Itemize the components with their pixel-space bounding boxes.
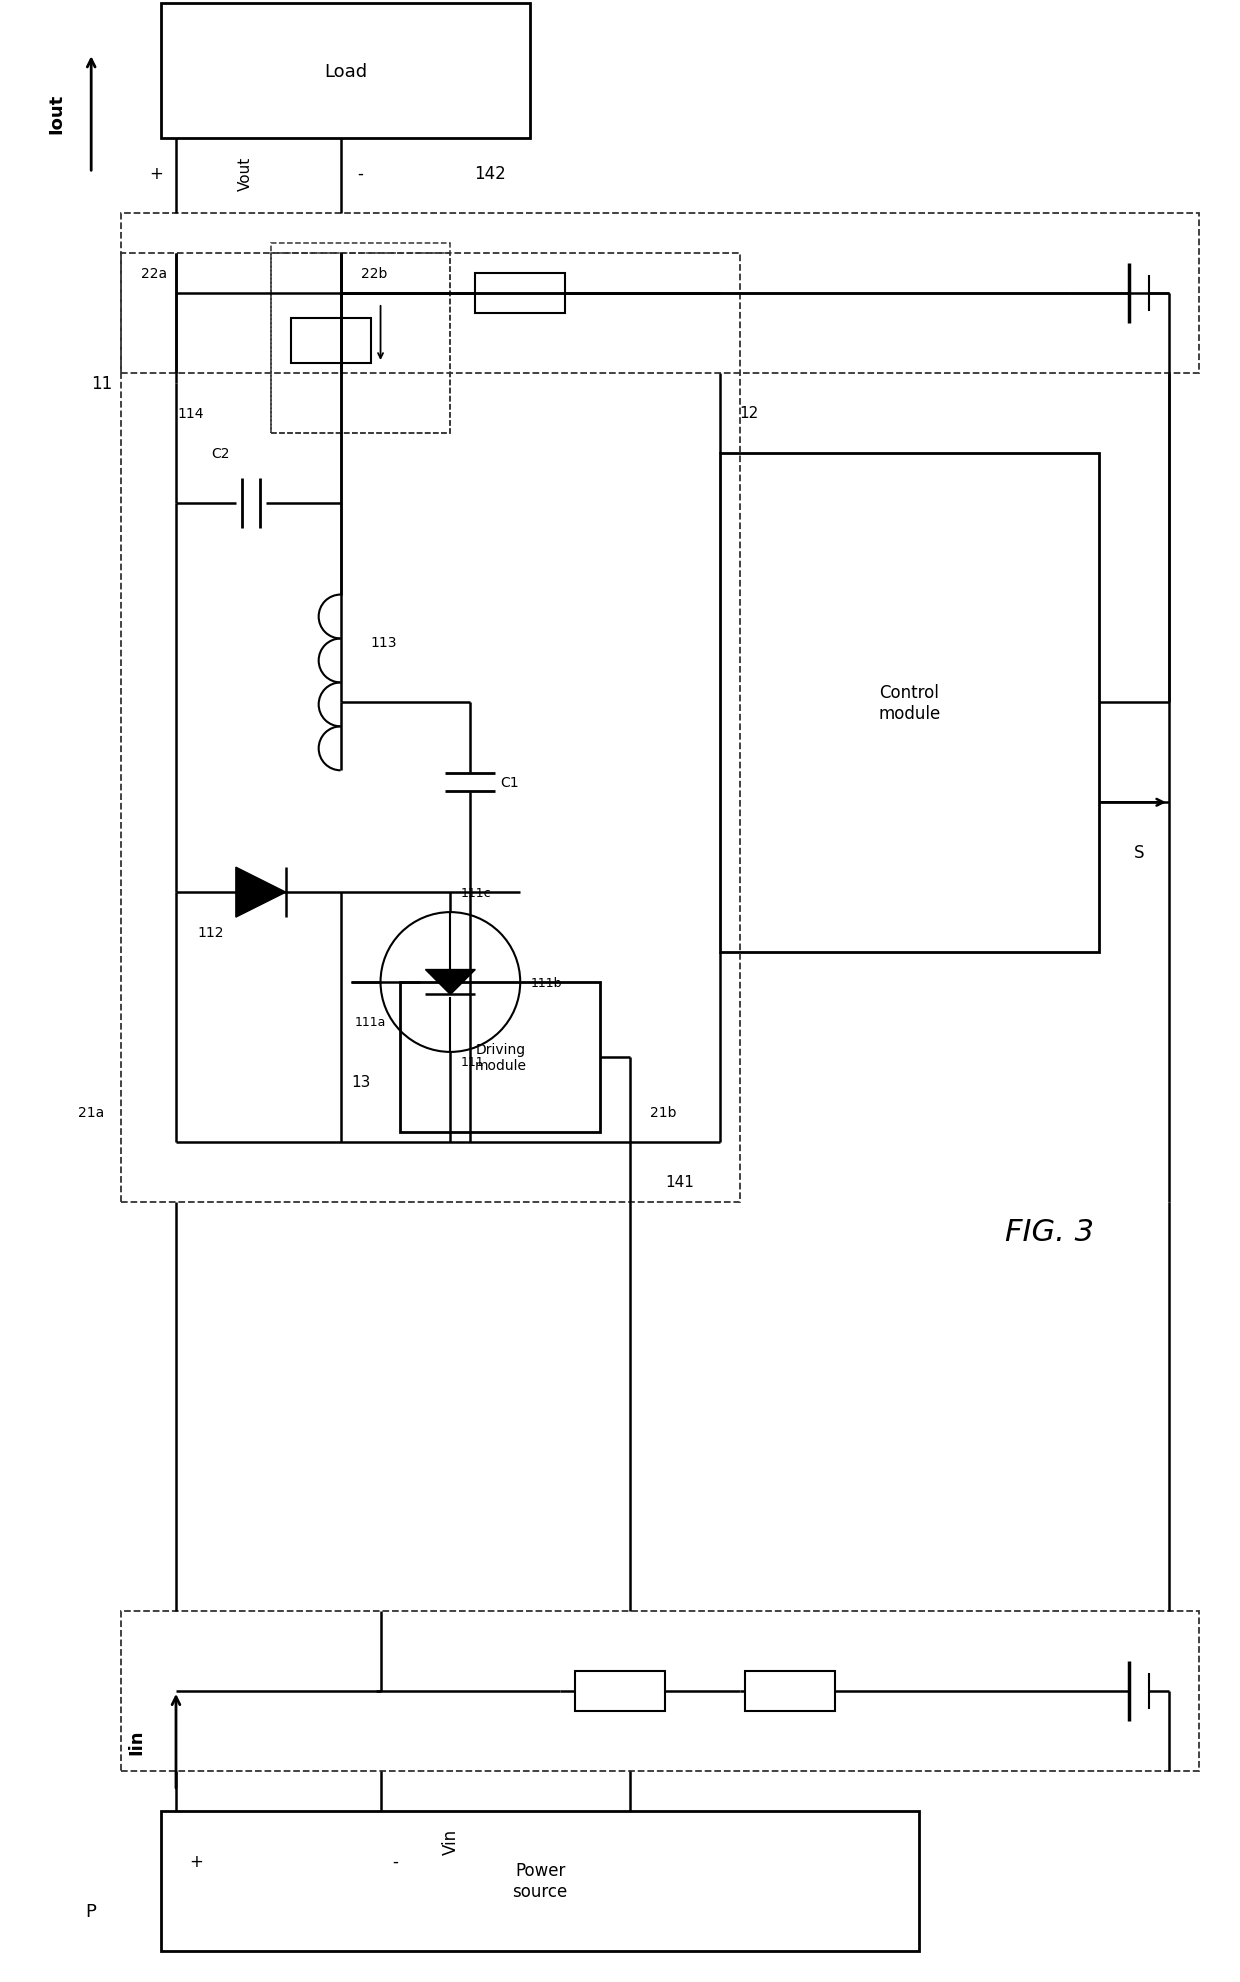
Text: 113: 113 [371,636,397,650]
Bar [401,983,600,1132]
Text: +: + [188,1851,203,1869]
Text: -: - [357,165,363,182]
Text: Iout: Iout [47,93,66,135]
Text: P: P [86,1903,97,1921]
Text: 111a: 111a [355,1017,386,1029]
Text: 111: 111 [460,1056,484,1068]
Text: 114: 114 [177,406,205,420]
Bar [719,454,1099,953]
Bar [475,274,565,313]
Text: 22b: 22b [361,268,387,281]
Text: +: + [149,165,162,182]
Text: -: - [393,1851,398,1869]
Text: C2: C2 [212,446,231,460]
Polygon shape [425,969,475,995]
Text: 112: 112 [197,926,224,939]
Bar [575,1671,665,1710]
Text: 141: 141 [666,1175,694,1189]
Bar [290,319,371,363]
Bar [745,1671,835,1710]
Text: Control
module: Control module [878,684,940,723]
Text: 142: 142 [475,165,506,182]
Text: FIG. 3: FIG. 3 [1004,1217,1094,1247]
Text: Vout: Vout [238,157,253,190]
Text: 22a: 22a [141,268,167,281]
Text: 13: 13 [351,1074,371,1090]
Text: 111b: 111b [531,975,562,989]
Text: Load: Load [324,63,367,81]
Text: 21b: 21b [650,1106,677,1120]
Text: 111c: 111c [460,886,491,900]
Bar [122,214,1199,375]
Text: Iin: Iin [126,1728,145,1754]
Bar [122,254,740,1203]
Bar [161,4,531,139]
Polygon shape [236,868,285,918]
Text: 12: 12 [740,406,759,420]
Bar [270,244,450,434]
Text: Driving
module: Driving module [474,1043,526,1072]
Text: 21a: 21a [78,1106,104,1120]
Text: Vin: Vin [441,1827,459,1853]
Bar [122,1611,1199,1772]
Text: Power
source: Power source [512,1861,568,1901]
Bar [161,1812,919,1950]
Bar [270,254,450,434]
Text: C1: C1 [500,775,518,791]
Text: 11: 11 [92,375,113,392]
Text: S: S [1133,844,1145,862]
